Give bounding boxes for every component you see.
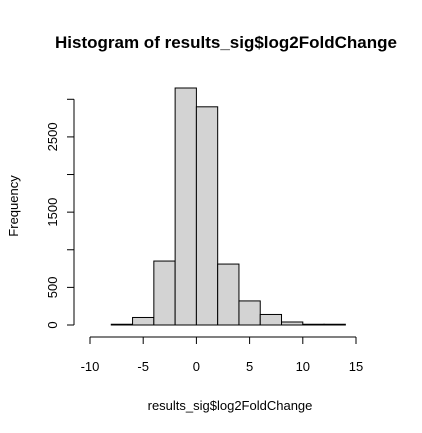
x-tick-label: 0: [193, 359, 200, 374]
y-tick-label: 0: [45, 321, 60, 328]
y-tick-label: 1500: [45, 198, 60, 227]
chart-title: Histogram of results_sig$log2FoldChange: [55, 33, 397, 52]
histogram-bar: [174, 87, 197, 326]
histogram-bars: [110, 87, 346, 326]
histogram-bar: [110, 323, 134, 326]
x-axis: -10 -5 0 5 10 15: [81, 336, 363, 374]
histogram-bar: [132, 316, 155, 326]
y-axis: 0 500 1500 2500: [45, 98, 75, 329]
x-tick-label: 10: [296, 359, 310, 374]
y-tick-label: 500: [45, 277, 60, 299]
histogram-bar: [259, 313, 283, 326]
x-axis-label: results_sig$log2FoldChange: [148, 398, 313, 413]
x-tick-label: -5: [137, 359, 149, 374]
histogram-bar: [323, 323, 346, 326]
histogram-bar: [217, 263, 240, 326]
histogram-bar: [195, 106, 219, 326]
x-tick-label: -10: [81, 359, 100, 374]
histogram-bar: [281, 321, 304, 326]
y-axis-label: Frequency: [6, 175, 21, 237]
histogram-bar: [238, 300, 261, 326]
histogram-bar: [302, 323, 325, 326]
x-tick-label: 15: [349, 359, 363, 374]
y-tick-label: 2500: [45, 122, 60, 151]
x-tick-label: 5: [246, 359, 253, 374]
histogram-bar: [153, 260, 176, 326]
